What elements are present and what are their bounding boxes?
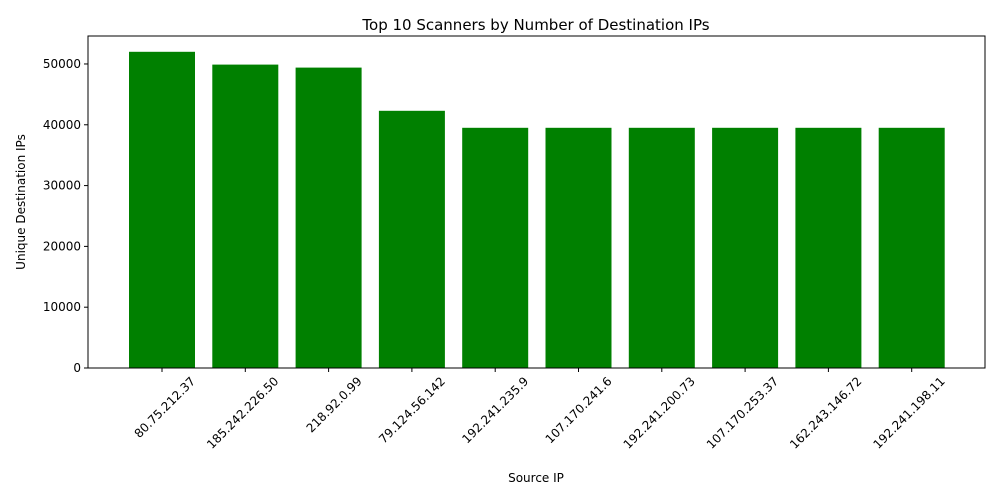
x-tick-label: 107.170.241.6 <box>543 374 615 446</box>
x-tick-label: 162.243.146.72 <box>787 374 864 451</box>
x-tick-label: 192.241.198.11 <box>870 374 947 451</box>
x-axis-ticks: 80.75.212.37 185.242.226.50 218.92.0.99 79.… <box>132 368 948 452</box>
bar-3 <box>295 67 362 368</box>
bar-4 <box>378 110 445 369</box>
bar-2 <box>212 64 279 368</box>
x-tick-label: 192.241.200.73 <box>621 374 698 451</box>
y-tick-label: 0 <box>73 361 81 375</box>
bar-1 <box>129 51 195 369</box>
x-axis-label: Source IP <box>508 471 564 485</box>
y-tick-label: 50000 <box>43 57 81 71</box>
y-tick-label: 30000 <box>43 179 81 193</box>
bar-8 <box>712 127 779 368</box>
bar-7 <box>628 127 695 368</box>
bar-5 <box>462 127 529 368</box>
bars-group <box>129 51 945 369</box>
y-axis-ticks: 0 10000 20000 30000 40000 50000 <box>43 57 88 375</box>
y-tick-label: 10000 <box>43 300 81 314</box>
y-tick-label: 40000 <box>43 118 81 132</box>
x-tick-label: 192.241.235.9 <box>459 374 531 446</box>
bar-10 <box>878 127 945 368</box>
plot-frame <box>87 35 986 369</box>
y-axis-label: Unique Destination IPs <box>14 134 28 270</box>
x-tick-label: 79.124.56.142 <box>376 374 448 446</box>
y-tick-label: 20000 <box>43 239 81 253</box>
chart-title: Top 10 Scanners by Number of Destination… <box>361 16 709 34</box>
x-tick-label: 80.75.212.37 <box>132 374 199 441</box>
bar-9 <box>795 127 862 368</box>
x-tick-label: 185.242.226.50 <box>204 374 281 451</box>
x-tick-label: 107.170.253.37 <box>704 374 781 451</box>
bar-6 <box>545 127 612 368</box>
x-tick-label: 218.92.0.99 <box>304 374 365 435</box>
